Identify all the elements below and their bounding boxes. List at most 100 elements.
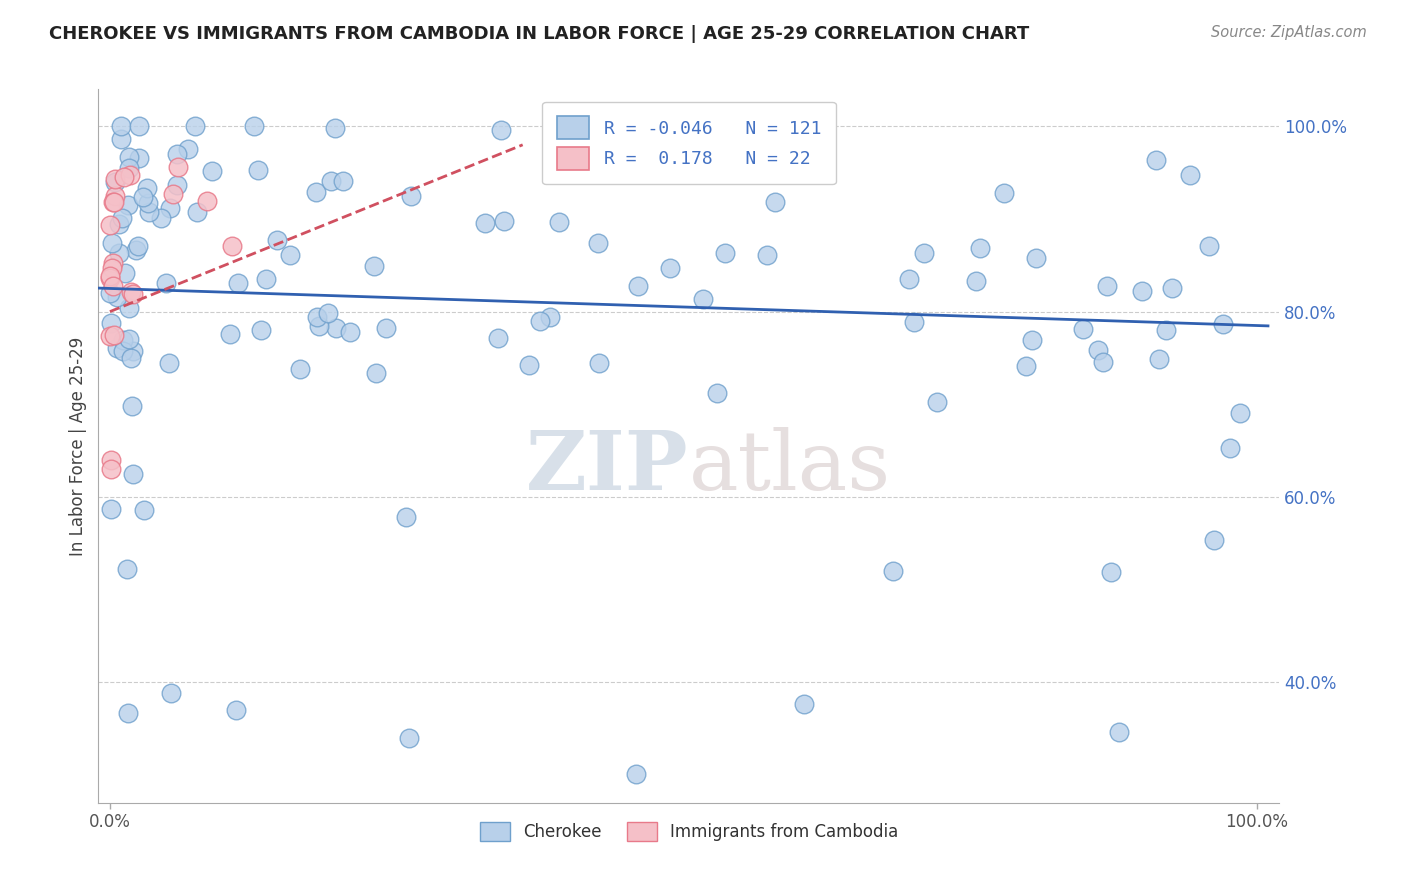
Point: [167, 161, 190, 175]
Text: Source: ZipAtlas.com: Source: ZipAtlas.com: [1211, 25, 1367, 40]
Point: [1091, 355, 1114, 369]
Point: [201, 164, 224, 178]
Point: [1154, 323, 1177, 337]
Point: [128, 120, 150, 134]
Point: [375, 320, 398, 334]
Point: [110, 132, 132, 146]
Point: [159, 686, 181, 700]
Point: [98, 270, 121, 285]
Point: [242, 120, 264, 134]
Point: [177, 142, 200, 156]
Point: [706, 386, 728, 401]
Point: [155, 276, 177, 290]
Point: [548, 215, 571, 229]
Point: [112, 170, 135, 185]
Point: [316, 306, 339, 320]
Point: [1202, 533, 1225, 547]
Point: [111, 211, 134, 225]
Point: [136, 181, 159, 195]
Point: [308, 318, 330, 333]
Point: [399, 188, 422, 202]
Point: [218, 327, 240, 342]
Point: [1015, 359, 1038, 373]
Point: [250, 323, 273, 337]
Point: [101, 256, 124, 270]
Legend: Cherokee, Immigrants from Cambodia: Cherokee, Immigrants from Cambodia: [472, 815, 905, 848]
Point: [104, 189, 127, 203]
Point: [195, 194, 218, 208]
Point: [100, 502, 122, 516]
Point: [1073, 322, 1095, 336]
Point: [363, 259, 385, 273]
Point: [278, 248, 301, 262]
Point: [1198, 239, 1220, 253]
Point: [1097, 279, 1119, 293]
Point: [118, 301, 141, 316]
Point: [117, 150, 139, 164]
Point: [305, 310, 328, 325]
Point: [122, 467, 145, 481]
Point: [134, 503, 156, 517]
Point: [101, 236, 124, 251]
Point: [166, 147, 188, 161]
Point: [105, 342, 128, 356]
Point: [1130, 284, 1153, 298]
Point: [763, 195, 786, 210]
Point: [492, 214, 515, 228]
Point: [323, 121, 346, 136]
Point: [624, 766, 647, 780]
Point: [1099, 565, 1122, 579]
Point: [111, 333, 134, 347]
Point: [117, 332, 139, 346]
Point: [183, 120, 205, 134]
Point: [121, 399, 143, 413]
Point: [1160, 281, 1182, 295]
Point: [98, 286, 121, 301]
Point: [969, 241, 991, 255]
Point: [395, 510, 418, 524]
Point: [117, 198, 139, 212]
Point: [339, 325, 361, 339]
Point: [912, 245, 935, 260]
Point: [247, 163, 270, 178]
Point: [105, 290, 128, 304]
Point: [118, 161, 141, 175]
Point: [100, 453, 122, 467]
Point: [586, 235, 609, 250]
Point: [98, 269, 121, 284]
Point: [965, 274, 987, 288]
Point: [157, 357, 180, 371]
Point: [1021, 334, 1043, 348]
Point: [325, 321, 347, 335]
Point: [221, 239, 243, 253]
Point: [793, 697, 815, 711]
Point: [166, 178, 188, 192]
Point: [993, 186, 1015, 200]
Point: [117, 706, 139, 720]
Point: [100, 328, 122, 343]
Point: [104, 171, 127, 186]
Point: [588, 356, 610, 370]
Point: [138, 205, 160, 219]
Point: [125, 244, 148, 258]
Point: [98, 218, 121, 232]
Point: [225, 703, 247, 717]
Point: [474, 216, 496, 230]
Point: [489, 122, 512, 136]
Point: [690, 150, 713, 164]
Point: [517, 359, 540, 373]
Point: [925, 395, 948, 409]
Point: [794, 155, 817, 169]
Point: [266, 233, 288, 247]
Point: [103, 328, 125, 343]
Point: [127, 239, 149, 253]
Point: [100, 462, 122, 476]
Point: [120, 285, 142, 299]
Text: atlas: atlas: [689, 427, 891, 508]
Point: [120, 351, 142, 365]
Point: [150, 211, 173, 226]
Point: [103, 278, 125, 293]
Point: [162, 186, 184, 201]
Point: [1147, 352, 1170, 367]
Point: [1087, 343, 1109, 358]
